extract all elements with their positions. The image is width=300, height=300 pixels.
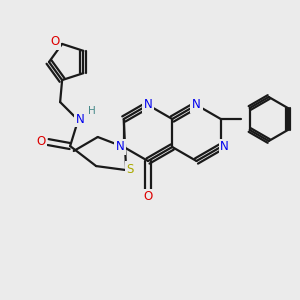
Text: S: S: [126, 163, 134, 176]
Text: O: O: [143, 190, 153, 203]
Text: O: O: [37, 135, 46, 148]
Text: N: N: [116, 140, 124, 154]
Text: H: H: [88, 106, 96, 116]
Text: N: N: [220, 140, 229, 154]
Text: O: O: [50, 35, 60, 48]
Text: N: N: [76, 112, 85, 126]
Text: N: N: [192, 98, 201, 112]
Text: N: N: [144, 98, 152, 112]
